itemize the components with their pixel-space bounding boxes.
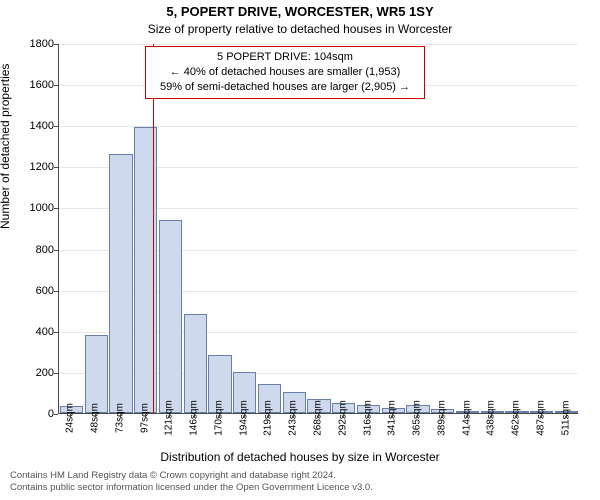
x-tick-mark — [244, 414, 245, 418]
x-tick-label: 121sqm — [164, 400, 175, 436]
x-tick-label: 268sqm — [313, 400, 324, 436]
x-tick-mark — [392, 414, 393, 418]
x-tick-mark — [194, 414, 195, 418]
x-axis-label: Distribution of detached houses by size … — [0, 450, 600, 464]
x-tick-mark — [219, 414, 220, 418]
plot-area: 5 POPERT DRIVE: 104sqm← 40% of detached … — [58, 44, 578, 414]
marker-line — [153, 44, 154, 413]
annotation-line3: 59% of semi-detached houses are larger (… — [152, 80, 418, 95]
attribution-line1: Contains HM Land Registry data © Crown c… — [10, 470, 373, 482]
x-tick-mark — [442, 414, 443, 418]
histogram-bar — [159, 220, 182, 413]
y-tick-mark — [54, 85, 58, 86]
x-tick-label: 365sqm — [412, 400, 423, 436]
y-tick-label: 1000 — [14, 202, 54, 214]
x-tick-mark — [318, 414, 319, 418]
y-axis-label: Number of detached properties — [0, 64, 12, 229]
x-tick-label: 292sqm — [337, 400, 348, 436]
annotation-line1: 5 POPERT DRIVE: 104sqm — [152, 50, 418, 65]
x-tick-label: 243sqm — [288, 400, 299, 436]
x-tick-mark — [343, 414, 344, 418]
x-tick-label: 97sqm — [139, 403, 150, 433]
x-tick-mark — [70, 414, 71, 418]
x-tick-label: 24sqm — [65, 403, 76, 433]
y-tick-mark — [54, 291, 58, 292]
attribution-line2: Contains public sector information licen… — [10, 482, 373, 494]
x-tick-label: 170sqm — [213, 400, 224, 436]
chart-title: 5, POPERT DRIVE, WORCESTER, WR5 1SY — [0, 4, 600, 19]
x-tick-mark — [268, 414, 269, 418]
x-tick-label: 194sqm — [238, 400, 249, 436]
y-tick-mark — [54, 332, 58, 333]
x-tick-mark — [566, 414, 567, 418]
histogram-bar — [109, 154, 132, 413]
x-tick-mark — [467, 414, 468, 418]
x-tick-mark — [541, 414, 542, 418]
y-tick-label: 0 — [14, 408, 54, 420]
y-tick-label: 1200 — [14, 161, 54, 173]
x-tick-mark — [293, 414, 294, 418]
gridline — [59, 44, 578, 45]
annotation-box: 5 POPERT DRIVE: 104sqm← 40% of detached … — [145, 46, 425, 99]
x-tick-mark — [417, 414, 418, 418]
y-tick-label: 1800 — [14, 38, 54, 50]
y-tick-mark — [54, 373, 58, 374]
y-tick-mark — [54, 126, 58, 127]
x-tick-label: 511sqm — [560, 401, 571, 436]
y-tick-label: 1400 — [14, 120, 54, 132]
x-tick-mark — [491, 414, 492, 418]
y-tick-label: 400 — [14, 326, 54, 338]
histogram-bar — [184, 314, 207, 413]
attribution-text: Contains HM Land Registry data © Crown c… — [10, 470, 373, 494]
y-tick-mark — [54, 167, 58, 168]
x-tick-mark — [169, 414, 170, 418]
chart-subtitle: Size of property relative to detached ho… — [0, 22, 600, 36]
x-tick-label: 414sqm — [461, 400, 472, 436]
x-tick-label: 48sqm — [90, 403, 101, 433]
x-tick-label: 316sqm — [362, 400, 373, 436]
x-tick-label: 438sqm — [486, 400, 497, 436]
x-tick-label: 219sqm — [263, 400, 274, 436]
y-tick-mark — [54, 414, 58, 415]
y-tick-label: 600 — [14, 285, 54, 297]
x-tick-label: 487sqm — [535, 400, 546, 436]
y-tick-mark — [54, 250, 58, 251]
x-tick-mark — [516, 414, 517, 418]
y-tick-label: 800 — [14, 244, 54, 256]
x-tick-label: 146sqm — [189, 400, 200, 436]
y-tick-mark — [54, 208, 58, 209]
x-tick-mark — [95, 414, 96, 418]
y-tick-mark — [54, 44, 58, 45]
x-tick-label: 389sqm — [436, 400, 447, 436]
histogram-bar — [85, 335, 108, 413]
x-tick-mark — [120, 414, 121, 418]
x-tick-mark — [145, 414, 146, 418]
annotation-line2: ← 40% of detached houses are smaller (1,… — [152, 65, 418, 80]
x-tick-label: 341sqm — [387, 400, 398, 436]
x-tick-mark — [368, 414, 369, 418]
x-tick-label: 462sqm — [511, 400, 522, 436]
x-tick-label: 73sqm — [114, 403, 125, 433]
y-tick-label: 1600 — [14, 79, 54, 91]
y-tick-label: 200 — [14, 367, 54, 379]
chart-container: 5, POPERT DRIVE, WORCESTER, WR5 1SY Size… — [0, 0, 600, 500]
